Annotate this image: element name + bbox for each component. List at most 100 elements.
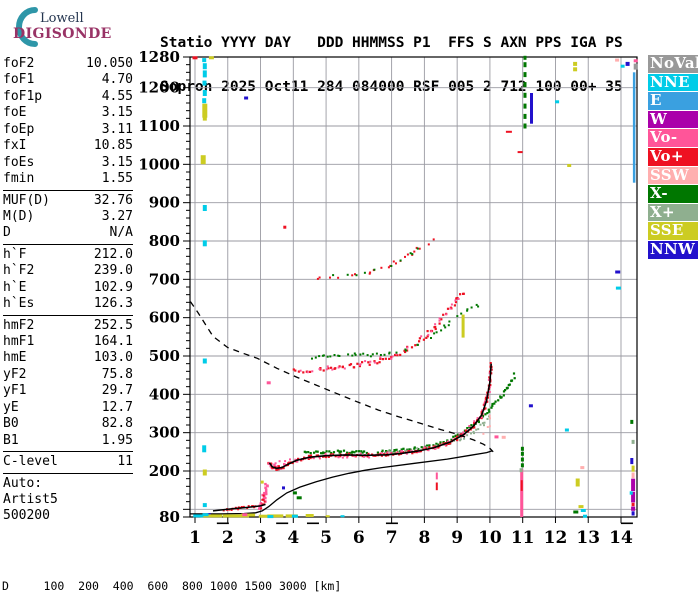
param-value: 3.15 — [101, 105, 133, 121]
svg-text:11: 11 — [511, 528, 535, 548]
param-row: Artist5 — [3, 492, 133, 508]
param-row: fmin 1.55 — [3, 171, 133, 187]
logo-lowell-text: Lowell — [40, 11, 84, 26]
param-row: D N/A — [3, 225, 133, 241]
param-value: 164.1 — [93, 334, 133, 349]
svg-text:10: 10 — [478, 528, 502, 548]
svg-text:14: 14 — [609, 528, 633, 548]
legend-item-sse: SSE — [648, 222, 698, 240]
legend-item-vo: Vo+ — [648, 147, 698, 166]
param-value: 1.95 — [101, 432, 133, 448]
svg-text:1200: 1200 — [138, 79, 180, 97]
svg-text:700: 700 — [149, 270, 180, 288]
param-row: h`F2 239.0 — [3, 263, 133, 279]
param-value: 4.55 — [101, 88, 133, 104]
param-value: 103.0 — [93, 350, 133, 366]
svg-text:300: 300 — [149, 424, 180, 442]
logo-arc-icon — [16, 7, 38, 47]
svg-text:9: 9 — [451, 528, 463, 548]
param-label: 500200 — [3, 508, 50, 524]
param-value: 12.7 — [101, 399, 133, 415]
param-label: MUF(D) — [3, 192, 50, 208]
svg-text:1280: 1280 — [138, 48, 180, 66]
param-value: 3.11 — [101, 121, 133, 137]
param-row: B1 1.95 — [3, 433, 133, 449]
svg-text:4: 4 — [287, 528, 299, 548]
param-row: C-level 11 — [3, 454, 133, 470]
param-separator — [3, 451, 133, 453]
param-label: h`F2 — [3, 263, 35, 279]
param-row: fxI 10.85 — [3, 138, 133, 154]
svg-text:900: 900 — [149, 194, 180, 212]
param-separator — [3, 472, 133, 474]
param-value: 10.85 — [93, 138, 133, 154]
param-label: B0 — [3, 416, 19, 432]
param-row: hmF1 164.1 — [3, 334, 133, 350]
param-label: yF1 — [3, 383, 27, 399]
param-label: foF2 — [3, 56, 35, 71]
svg-text:12: 12 — [544, 528, 568, 548]
svg-text:13: 13 — [576, 528, 600, 548]
svg-text:1: 1 — [189, 528, 201, 548]
param-label: fxI — [3, 138, 27, 154]
param-label: foF1p — [3, 88, 43, 104]
svg-text:200: 200 — [149, 462, 180, 480]
param-row: foE 3.15 — [3, 105, 133, 121]
legend-item-noval: NoVal — [648, 54, 700, 73]
svg-text:400: 400 — [149, 385, 180, 403]
param-label: foF1 — [3, 72, 35, 88]
param-row: yE 12.7 — [3, 400, 133, 416]
legend-item-ssw: SSW — [648, 166, 698, 185]
param-value: 102.9 — [93, 279, 133, 295]
legend-item-vo: Vo- — [648, 129, 698, 147]
param-label: hmF2 — [3, 317, 35, 333]
param-value: 32.76 — [93, 192, 133, 208]
param-separator — [3, 243, 133, 245]
param-label: C-level — [3, 454, 58, 470]
param-row: foF1p 4.55 — [3, 89, 133, 105]
param-label: yF2 — [3, 366, 27, 382]
param-label: h`E — [3, 279, 27, 295]
param-value: 3.27 — [101, 208, 133, 224]
param-value: 1.55 — [101, 171, 133, 187]
param-value: 126.3 — [93, 296, 133, 312]
svg-text:8: 8 — [418, 528, 430, 548]
param-row: h`E 102.9 — [3, 280, 133, 296]
svg-text:2: 2 — [222, 528, 234, 548]
param-label: hmE — [3, 350, 27, 366]
svg-text:5: 5 — [320, 528, 332, 548]
param-label: yE — [3, 399, 19, 415]
svg-text:600: 600 — [149, 309, 180, 327]
direction-color-legend: NoVal NNE E W Vo- Vo+ SSW X- X+ SSE NNW — [648, 54, 700, 260]
logo-digisonde-text: DIGISONDE — [13, 26, 112, 42]
param-separator — [3, 189, 133, 191]
param-row: yF2 75.8 — [3, 367, 133, 383]
digisonde-logo: Lowell DIGISONDE — [4, 2, 154, 52]
param-row: Auto: — [3, 476, 133, 492]
param-row: M(D) 3.27 — [3, 209, 133, 225]
legend-item-nne: NNE — [648, 73, 698, 92]
param-label: Artist5 — [3, 491, 58, 507]
param-value: 82.8 — [101, 416, 133, 432]
legend-item-nnw: NNW — [648, 240, 698, 259]
param-label: h`F — [3, 246, 27, 262]
param-label: h`Es — [3, 296, 35, 312]
param-label: Auto: — [3, 475, 43, 491]
param-row: 500200 — [3, 508, 133, 524]
legend-item-x: X+ — [648, 203, 698, 222]
param-value: 4.70 — [101, 72, 133, 88]
param-row: hmE 103.0 — [3, 350, 133, 366]
param-value: 11 — [117, 454, 133, 470]
param-label: foE — [3, 105, 27, 121]
svg-text:500: 500 — [149, 347, 180, 365]
param-label: hmF1 — [3, 334, 35, 349]
svg-text:7: 7 — [386, 528, 398, 548]
param-value: 75.8 — [101, 366, 133, 382]
param-label: D — [3, 225, 11, 241]
svg-text:1100: 1100 — [138, 117, 180, 135]
scaled-parameters-panel: foF2 10.050 foF1 4.70 foF1p 4.55 foE 3.15 foEp 3.… — [3, 56, 133, 525]
param-label: foEs — [3, 154, 35, 170]
param-value: 252.5 — [93, 317, 133, 333]
